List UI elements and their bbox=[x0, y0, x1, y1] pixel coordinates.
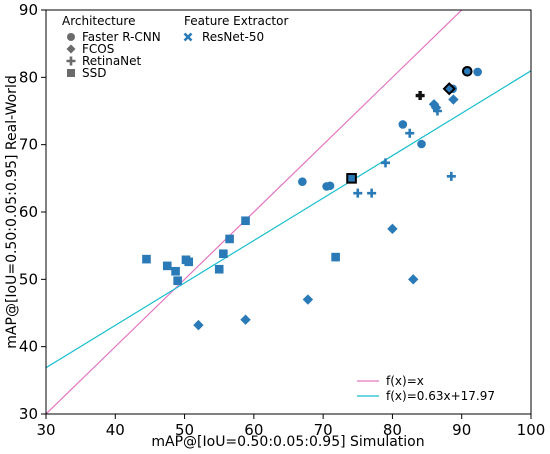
data-point-circle bbox=[461, 65, 473, 77]
data-point-square bbox=[184, 257, 194, 267]
legend-marker-square bbox=[67, 69, 75, 77]
x-tick-label: 60 bbox=[244, 421, 263, 439]
data-point-square bbox=[241, 216, 250, 226]
legend-label-resnet-50: ResNet-50 bbox=[202, 30, 264, 44]
identity-line bbox=[46, 10, 463, 414]
legend-marker-circle bbox=[67, 33, 75, 41]
y-tick-label: 30 bbox=[19, 405, 38, 423]
data-point-diamond bbox=[193, 319, 204, 331]
legend-feature-title: Feature Extractor bbox=[184, 14, 288, 28]
y-tick-label: 40 bbox=[19, 338, 38, 356]
data-point-plus bbox=[405, 128, 415, 138]
fit-line bbox=[46, 70, 531, 369]
legend-label-ssd: SSD bbox=[82, 66, 106, 80]
fit-lines bbox=[46, 10, 531, 414]
data-point-circle bbox=[473, 67, 482, 77]
x-tick-label: 80 bbox=[383, 421, 402, 439]
data-point-circle bbox=[417, 139, 426, 149]
data-point-circle bbox=[325, 181, 335, 191]
data-point-circle bbox=[298, 177, 307, 186]
legend-label-retinanet: RetinaNet bbox=[82, 54, 142, 68]
legend-label-fit-line: f(x)=0.63x+17.97 bbox=[386, 389, 495, 403]
data-point-diamond bbox=[240, 314, 251, 325]
data-point-square bbox=[214, 264, 224, 274]
x-tick-label: 100 bbox=[517, 421, 546, 439]
data-point-diamond bbox=[387, 223, 398, 235]
data-point-square bbox=[219, 249, 228, 259]
x-tick-label: 30 bbox=[36, 421, 55, 439]
data-point-plus bbox=[367, 188, 377, 198]
legend-marker-plus bbox=[66, 56, 76, 66]
data-point-diamond bbox=[448, 94, 459, 105]
y-tick-label: 70 bbox=[19, 136, 38, 154]
legend-marker-x bbox=[183, 32, 193, 42]
y-tick-label: 90 bbox=[19, 1, 38, 19]
data-point-plus bbox=[381, 158, 390, 168]
data-point-square bbox=[173, 276, 182, 285]
legend-label-identity-line: f(x)=x bbox=[386, 374, 424, 388]
data-point-square bbox=[171, 266, 180, 276]
y-tick-label: 80 bbox=[19, 68, 38, 86]
legend-marker-diamond bbox=[66, 44, 76, 54]
x-tick-label: 50 bbox=[175, 421, 194, 439]
y-axis-ticks: 30 40 50 60 70 80 90 bbox=[19, 1, 46, 423]
legend-architecture-title: Architecture bbox=[62, 14, 135, 28]
line-legend: f(x)=x f(x)=0.63x+17.97 bbox=[357, 374, 495, 403]
legend-label-fcos: FCOS bbox=[82, 42, 114, 56]
x-tick-label: 40 bbox=[106, 421, 125, 439]
data-point-plus bbox=[446, 171, 456, 181]
data-point-square bbox=[346, 173, 357, 184]
x-axis-label: mAP@[IoU=0.50:0.05:0.95] Simulation bbox=[151, 434, 424, 450]
y-tick-label: 50 bbox=[19, 270, 38, 288]
data-point-square bbox=[225, 234, 234, 244]
marker-legend: Architecture Faster R-CNN FCOS RetinaNet… bbox=[62, 14, 288, 80]
data-point-circle bbox=[398, 120, 408, 129]
data-point-diamond bbox=[442, 82, 456, 96]
data-point-square bbox=[162, 261, 172, 271]
legend-label-faster-rcnn: Faster R-CNN bbox=[82, 30, 161, 44]
x-axis-ticks: 30 40 50 60 70 80 90 100 bbox=[36, 414, 545, 439]
data-point-square bbox=[142, 254, 151, 264]
y-tick-label: 60 bbox=[19, 203, 38, 221]
x-tick-label: 70 bbox=[314, 421, 333, 439]
data-point-plus bbox=[353, 188, 363, 198]
plot-frame bbox=[45, 9, 532, 415]
x-tick-label: 90 bbox=[452, 421, 471, 439]
data-point-diamond bbox=[408, 274, 419, 285]
data-points bbox=[142, 65, 482, 331]
data-point-plus bbox=[432, 106, 442, 116]
y-axis-label: mAP@[IoU=0.50:0.05:0.95] Real-World bbox=[4, 75, 20, 348]
data-point-square bbox=[331, 252, 340, 262]
data-point-plus bbox=[415, 91, 425, 101]
data-point-diamond bbox=[302, 294, 314, 305]
